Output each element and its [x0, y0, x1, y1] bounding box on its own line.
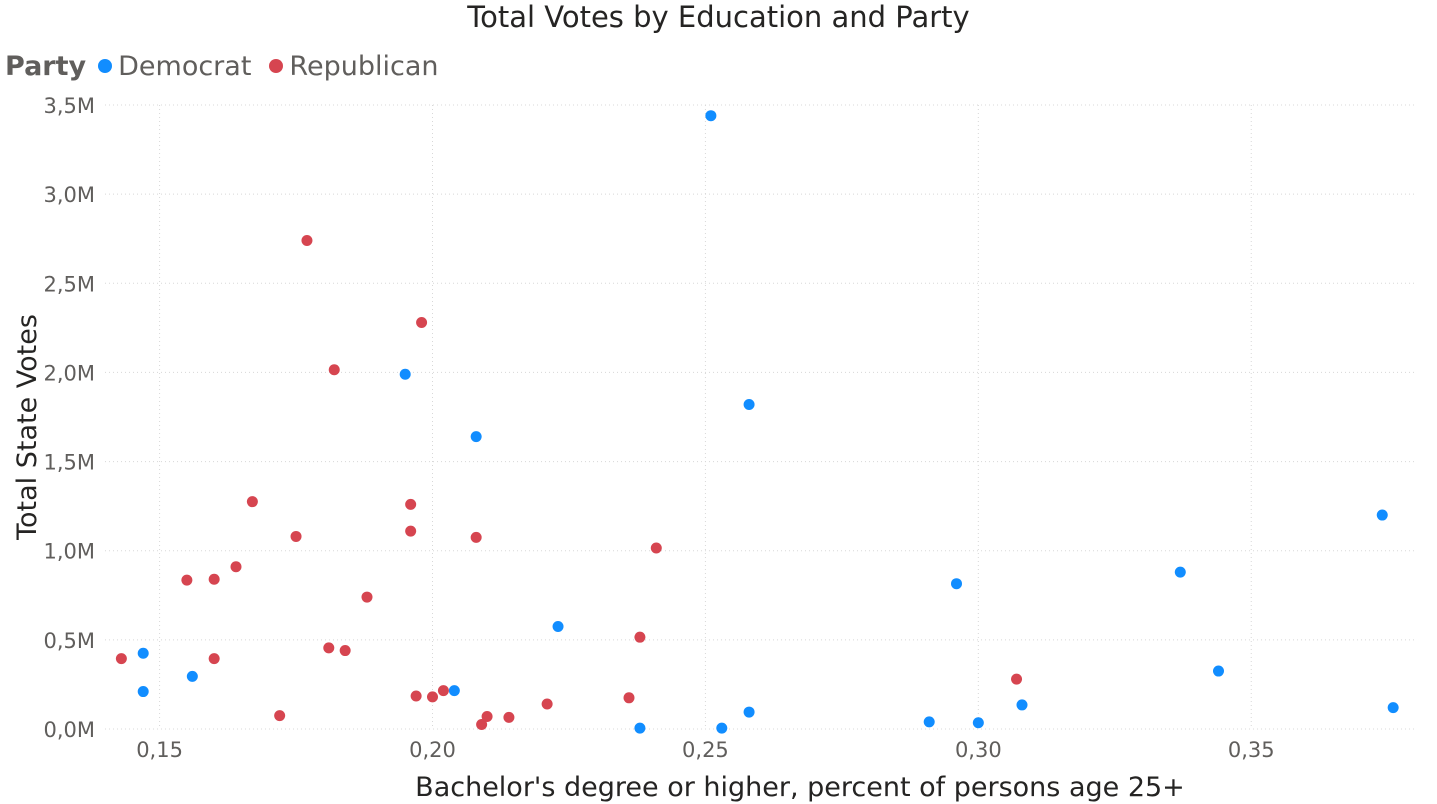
data-points	[115, 110, 1399, 734]
y-axis-title: Total State Votes	[12, 314, 43, 541]
x-axis-title: Bachelor's degree or higher, percent of …	[415, 772, 1185, 803]
data-point-republican[interactable]	[481, 711, 493, 723]
data-point-republican[interactable]	[427, 691, 438, 703]
x-tick-label: 0,25	[682, 738, 729, 762]
data-point-democrat[interactable]	[634, 722, 646, 734]
data-point-republican[interactable]	[634, 631, 646, 643]
data-point-democrat[interactable]	[448, 685, 460, 697]
data-point-republican[interactable]	[503, 711, 515, 723]
data-point-republican[interactable]	[208, 573, 220, 585]
data-point-republican[interactable]	[416, 317, 428, 329]
data-point-republican[interactable]	[328, 364, 340, 376]
data-point-republican[interactable]	[437, 685, 449, 697]
data-point-republican[interactable]	[323, 642, 335, 654]
data-point-democrat[interactable]	[1016, 699, 1028, 711]
data-point-democrat[interactable]	[1376, 509, 1388, 521]
y-tick-label: 0,0M	[43, 718, 95, 742]
data-point-republican[interactable]	[470, 531, 482, 543]
data-point-democrat[interactable]	[1387, 702, 1399, 714]
y-tick-label: 3,0M	[43, 183, 95, 207]
chart-title: Total Votes by Education and Party	[467, 0, 970, 34]
legend-swatch-democrat	[98, 59, 113, 73]
data-point-republican[interactable]	[115, 653, 127, 665]
data-point-republican[interactable]	[181, 574, 193, 586]
data-point-democrat[interactable]	[470, 431, 482, 443]
y-tick-label: 0,5M	[43, 629, 95, 653]
data-point-republican[interactable]	[405, 525, 417, 537]
x-tick-label: 0,20	[409, 738, 456, 762]
legend-label-republican: Republican	[289, 50, 439, 82]
data-point-democrat[interactable]	[552, 620, 564, 632]
data-point-republican[interactable]	[476, 719, 488, 731]
data-point-democrat[interactable]	[705, 110, 717, 122]
data-point-democrat[interactable]	[743, 706, 755, 718]
y-tick-label: 1,5M	[43, 451, 95, 475]
y-tick-label: 3,5M	[43, 94, 95, 118]
data-point-democrat[interactable]	[743, 399, 755, 411]
grid	[105, 104, 1415, 730]
x-tick-label: 0,35	[1228, 738, 1275, 762]
tick-labels: 0,0M 0,5M 1,0M 1,5M 2,0M 2,5M 3,0M 3,5M 0,15 0,20…	[43, 94, 1274, 762]
data-point-democrat[interactable]	[923, 716, 935, 728]
data-point-democrat[interactable]	[137, 647, 149, 659]
x-tick-label: 0,30	[955, 738, 1002, 762]
y-tick-label: 1,0M	[43, 540, 95, 564]
data-point-republican[interactable]	[410, 690, 422, 702]
data-point-democrat[interactable]	[186, 670, 198, 682]
data-point-republican[interactable]	[650, 542, 662, 554]
data-point-republican[interactable]	[541, 698, 553, 710]
legend-item-republican[interactable]: Republican	[269, 51, 438, 82]
legend-label-democrat: Democrat	[118, 50, 252, 82]
x-tick-label: 0,15	[136, 738, 183, 762]
data-point-republican[interactable]	[339, 645, 351, 657]
y-tick-label: 2,5M	[43, 272, 95, 296]
data-point-democrat[interactable]	[399, 368, 411, 380]
data-point-republican[interactable]	[405, 498, 417, 510]
legend-item-democrat[interactable]: Democrat	[98, 51, 251, 82]
data-point-democrat[interactable]	[972, 717, 984, 729]
data-point-republican[interactable]	[290, 530, 302, 542]
data-point-republican[interactable]	[274, 710, 286, 722]
legend-swatch-republican	[269, 59, 284, 73]
y-tick-label: 2,0M	[43, 361, 95, 385]
data-point-republican[interactable]	[361, 591, 373, 603]
data-point-republican[interactable]	[230, 561, 242, 573]
data-point-democrat[interactable]	[1174, 566, 1186, 578]
data-point-democrat[interactable]	[951, 578, 962, 590]
data-point-democrat[interactable]	[137, 686, 149, 698]
data-point-republican[interactable]	[301, 234, 313, 246]
data-point-republican[interactable]	[246, 496, 258, 508]
legend-title: Party	[5, 50, 87, 82]
data-point-democrat[interactable]	[716, 722, 728, 734]
data-point-democrat[interactable]	[1213, 665, 1224, 677]
legend: Party Democrat Republican	[5, 48, 456, 84]
data-point-republican[interactable]	[1011, 673, 1023, 685]
data-point-republican[interactable]	[208, 653, 220, 665]
data-point-republican[interactable]	[623, 692, 635, 704]
